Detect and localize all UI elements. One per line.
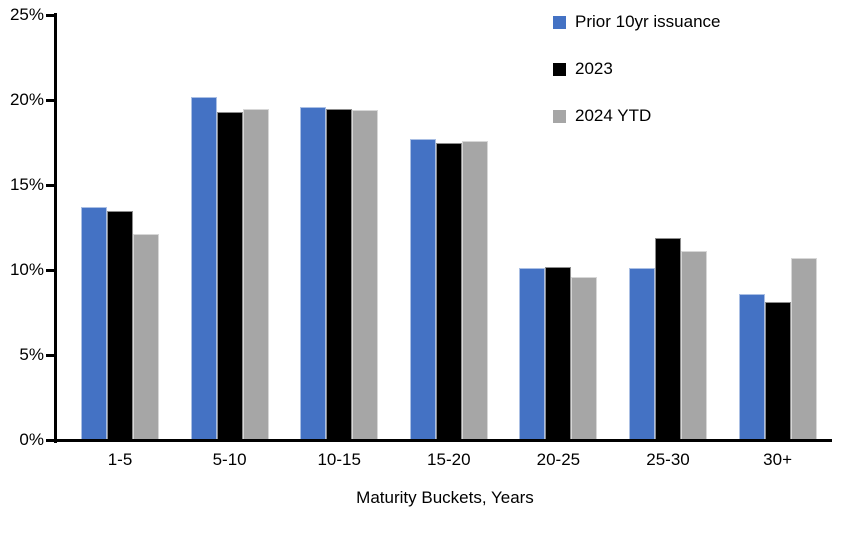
bar-2024-ytd-25-30 [681,251,707,440]
y-tick-label: 15% [9,175,44,194]
x-tick-label-20-25: 20-25 [536,450,581,469]
legend-swatch-2024-ytd [553,109,566,123]
y-tick [46,439,54,442]
bar-2024-ytd-1-5 [133,234,159,440]
y-tick [46,184,54,187]
y-tick-label: 5% [19,345,44,364]
bar-prior-10yr-issuance-20-25 [519,268,546,440]
x-axis-line [54,439,832,442]
legend-label-2023: 2023 [575,59,613,78]
bar-prior-10yr-issuance-30 [738,293,765,440]
bar-2024-ytd-20-25 [571,276,598,440]
legend-item-2024-ytd: 2024 YTD [553,106,651,126]
legend-item-2023: 2023 [553,59,613,79]
x-tick-label-15-20: 15-20 [427,450,471,469]
bar-prior-10yr-issuance-25-30 [629,268,655,440]
bar-prior-10yr-issuance-15-20 [409,139,436,440]
y-tick-label: 0% [19,430,44,449]
y-tick-label: 25% [9,5,44,24]
y-tick-label: 10% [9,260,44,279]
bar-2024-ytd-5-10 [242,108,269,440]
bar-prior-10yr-issuance-1-5 [81,207,107,440]
y-tick [46,354,54,357]
bar-prior-10yr-issuance-10-15 [300,106,327,440]
y-tick [46,14,54,17]
bar-2023-20-25 [545,266,572,440]
legend-label-2024-ytd: 2024 YTD [575,106,652,125]
bar-2023-1-5 [107,210,133,440]
x-tick-label-5-10: 5-10 [212,450,247,469]
bar-prior-10yr-issuance-5-10 [190,96,217,440]
x-tick-label-10-15: 10-15 [317,450,361,469]
bar-2024-ytd-10-15 [352,110,379,440]
bar-2024-ytd-30 [790,258,817,440]
legend-swatch-2023 [553,62,566,76]
bar-2024-ytd-15-20 [461,140,488,440]
x-tick-label-1-5: 1-5 [107,450,133,469]
bar-2023-5-10 [216,111,243,440]
legend-item-prior-10yr-issuance: Prior 10yr issuance [553,12,721,32]
x-axis-title: Maturity Buckets, Years [356,488,534,507]
bar-2023-10-15 [326,108,353,440]
x-tick-label-25-30: 25-30 [646,450,690,469]
bar-2023-25-30 [655,237,681,440]
y-tick-label: 20% [9,90,44,109]
bar-2023-15-20 [435,142,462,440]
y-tick [46,269,54,272]
legend-swatch-prior-10yr-issuance [553,15,566,29]
bar-2023-30 [764,302,791,440]
y-axis-line [54,13,57,443]
y-tick [46,99,54,102]
x-tick-label-30: 30+ [763,450,793,469]
legend-label-prior-10yr-issuance: Prior 10yr issuance [575,12,721,31]
